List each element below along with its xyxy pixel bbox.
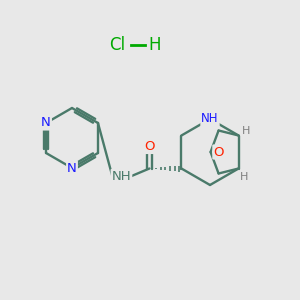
Text: NH: NH <box>112 170 131 183</box>
Text: N: N <box>67 161 77 175</box>
Text: O: O <box>144 140 155 153</box>
Text: H: H <box>239 172 248 182</box>
Text: NH: NH <box>201 112 219 125</box>
Text: H: H <box>242 125 250 136</box>
Text: H: H <box>149 36 161 54</box>
Text: N: N <box>41 116 51 130</box>
Text: O: O <box>213 146 224 158</box>
Text: Cl: Cl <box>109 36 125 54</box>
